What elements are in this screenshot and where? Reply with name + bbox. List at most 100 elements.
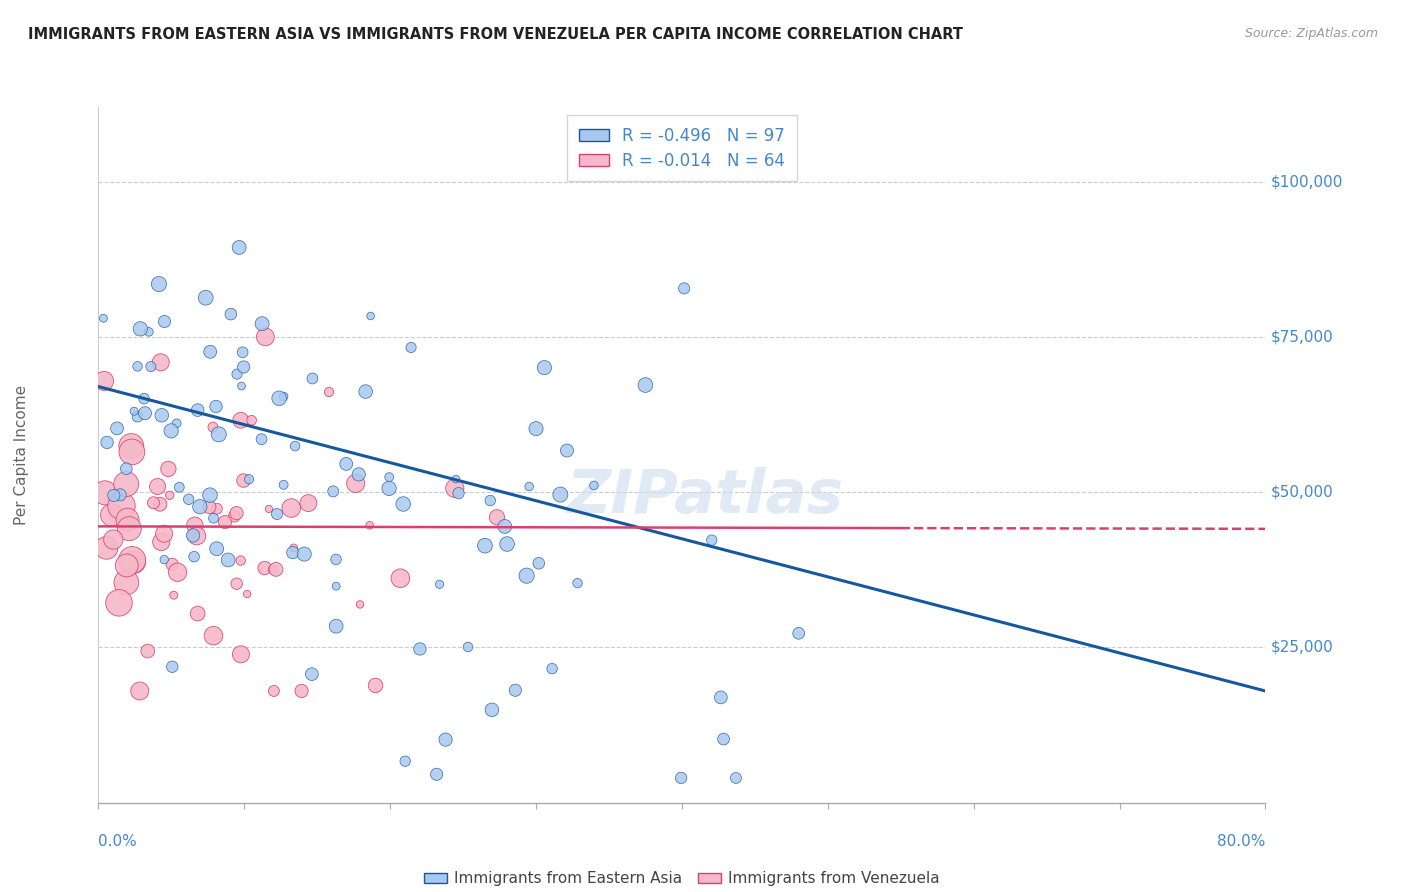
Point xyxy=(392,497,415,511)
Point xyxy=(229,648,252,662)
Point xyxy=(166,566,188,580)
Point xyxy=(325,619,347,633)
Point xyxy=(96,435,118,450)
Point xyxy=(533,360,555,375)
Point xyxy=(325,579,347,593)
Point xyxy=(250,432,273,446)
Point xyxy=(555,443,578,458)
Point xyxy=(318,384,340,399)
Point xyxy=(389,571,412,585)
Point xyxy=(186,529,208,543)
Point xyxy=(219,307,242,321)
Point xyxy=(269,392,291,406)
Text: $25,000: $25,000 xyxy=(1271,640,1334,655)
Point xyxy=(198,500,221,514)
Point xyxy=(238,472,260,486)
Text: $100,000: $100,000 xyxy=(1271,174,1343,189)
Point xyxy=(201,420,224,434)
Point xyxy=(205,400,228,414)
Point xyxy=(202,511,225,525)
Point xyxy=(93,311,115,326)
Point xyxy=(183,549,205,564)
Point xyxy=(426,767,449,781)
Point xyxy=(94,485,117,500)
Point xyxy=(673,281,696,295)
Point xyxy=(110,499,132,513)
Legend: Immigrants from Eastern Asia, Immigrants from Venezuela: Immigrants from Eastern Asia, Immigrants… xyxy=(418,865,946,892)
Point xyxy=(121,553,143,567)
Text: 80.0%: 80.0% xyxy=(1218,834,1265,849)
Point xyxy=(263,684,285,698)
Text: 0.0%: 0.0% xyxy=(98,834,138,849)
Point xyxy=(146,479,169,493)
Point xyxy=(226,367,249,381)
Point xyxy=(224,509,246,524)
Point xyxy=(139,359,162,374)
Point xyxy=(550,487,572,501)
Point xyxy=(229,413,252,427)
Point xyxy=(254,330,277,344)
Point xyxy=(153,526,176,541)
Point xyxy=(325,552,347,566)
Text: ZIPatlas: ZIPatlas xyxy=(567,467,844,526)
Point xyxy=(444,472,467,486)
Point xyxy=(496,537,519,551)
Point xyxy=(132,392,155,406)
Point xyxy=(429,577,451,591)
Point xyxy=(181,528,204,542)
Point xyxy=(166,417,188,431)
Text: IMMIGRANTS FROM EASTERN ASIA VS IMMIGRANTS FROM VENEZUELA PER CAPITA INCOME CORR: IMMIGRANTS FROM EASTERN ASIA VS IMMIGRAN… xyxy=(28,27,963,42)
Point xyxy=(100,508,122,522)
Point xyxy=(266,507,288,521)
Text: $75,000: $75,000 xyxy=(1271,329,1334,344)
Point xyxy=(153,314,176,328)
Point xyxy=(257,502,280,516)
Point xyxy=(134,406,156,420)
Point xyxy=(127,359,149,374)
Point xyxy=(527,556,550,570)
Point xyxy=(121,445,143,459)
Point xyxy=(163,588,186,602)
Text: Source: ZipAtlas.com: Source: ZipAtlas.com xyxy=(1244,27,1378,40)
Point xyxy=(188,500,211,514)
Point xyxy=(541,662,564,676)
Point xyxy=(187,403,209,417)
Point xyxy=(517,479,540,493)
Point xyxy=(322,484,344,499)
Point xyxy=(157,462,180,476)
Point xyxy=(283,541,305,555)
Point xyxy=(149,497,172,511)
Point xyxy=(138,325,160,339)
Point xyxy=(205,541,228,556)
Text: Per Capita Income: Per Capita Income xyxy=(14,384,28,525)
Point xyxy=(122,404,145,418)
Point xyxy=(524,422,547,436)
Point xyxy=(713,732,735,747)
Point xyxy=(724,771,747,785)
Point xyxy=(129,322,152,336)
Point xyxy=(225,506,247,520)
Point xyxy=(290,684,312,698)
Point xyxy=(481,703,503,717)
Point xyxy=(105,421,128,435)
Point xyxy=(150,409,173,423)
Point xyxy=(194,291,217,305)
Point xyxy=(447,486,470,500)
Point xyxy=(122,555,145,569)
Point xyxy=(142,496,165,510)
Point xyxy=(115,575,138,590)
Point xyxy=(264,562,287,576)
Point xyxy=(115,558,138,573)
Point xyxy=(117,513,139,527)
Point xyxy=(150,535,173,549)
Point xyxy=(485,510,508,524)
Point xyxy=(505,683,527,698)
Point xyxy=(217,553,239,567)
Point xyxy=(231,379,253,393)
Point xyxy=(228,240,250,254)
Point xyxy=(115,461,138,475)
Point xyxy=(479,493,502,508)
Point xyxy=(301,667,323,681)
Point xyxy=(360,309,382,323)
Point xyxy=(200,344,222,359)
